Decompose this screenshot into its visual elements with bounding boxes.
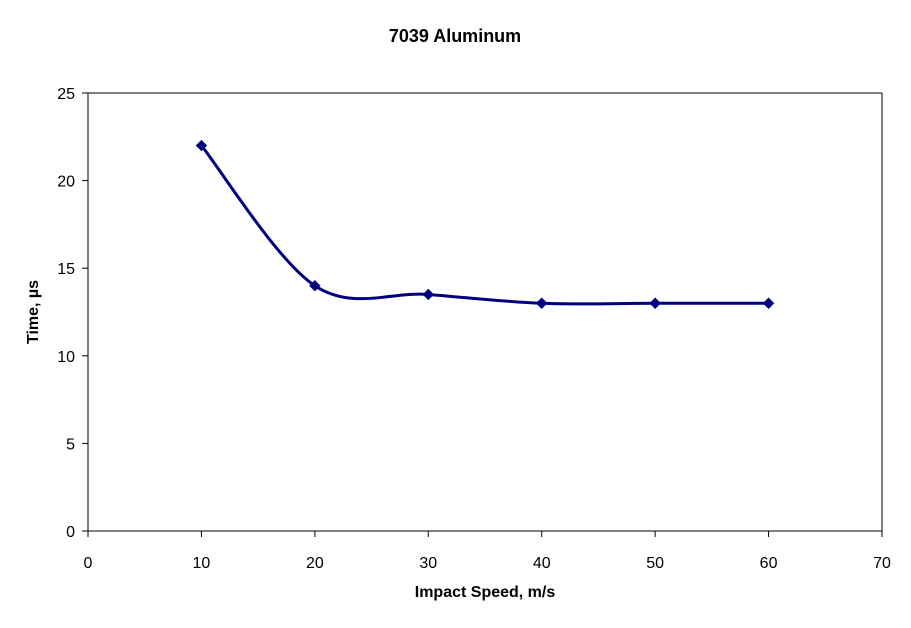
y-tick-label: 15	[57, 261, 75, 278]
plot-area	[87, 92, 883, 532]
data-point-marker	[309, 280, 321, 292]
x-tick-label: 20	[306, 555, 324, 572]
x-axis: 0 10 20 30 40 50 60 70	[84, 531, 891, 572]
chart-title: 7039 Aluminum	[389, 26, 521, 46]
x-tick-label: 0	[84, 555, 93, 572]
y-tick-label: 5	[66, 436, 75, 453]
data-point-marker	[762, 297, 775, 309]
y-axis-title: Time, µs	[25, 280, 42, 344]
y-tick-label: 10	[57, 349, 75, 366]
x-tick-label: 10	[193, 555, 211, 572]
x-tick-label: 30	[419, 555, 437, 572]
data-point-marker	[649, 297, 661, 309]
data-point-marker	[536, 297, 548, 309]
y-tick-label: 20	[57, 174, 75, 191]
data-series	[195, 139, 775, 309]
x-tick-label: 40	[533, 555, 551, 572]
y-tick-label: 0	[66, 524, 75, 541]
data-point-marker	[422, 288, 434, 301]
x-tick-label: 50	[646, 555, 664, 572]
x-tick-label: 70	[873, 555, 891, 572]
y-axis: 0 5 10 15 20 25	[57, 86, 88, 541]
x-tick-label: 60	[760, 555, 778, 572]
y-tick-label: 25	[57, 86, 75, 103]
x-axis-title: Impact Speed, m/s	[415, 584, 556, 601]
data-point-marker	[195, 139, 208, 152]
